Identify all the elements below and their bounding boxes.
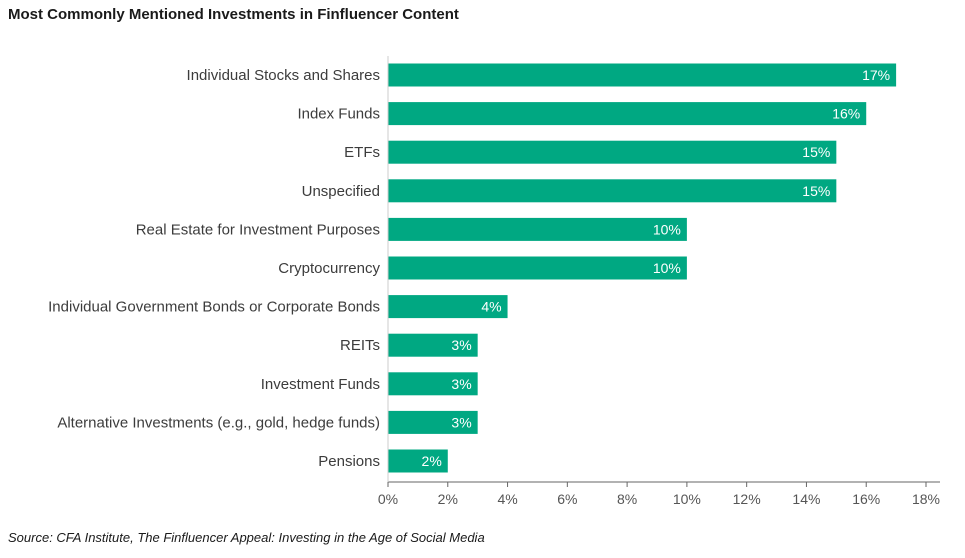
x-tick-label: 18% [912,491,940,507]
bars-group [388,63,897,473]
x-tick-label: 12% [733,491,761,507]
category-label: Pensions [318,453,380,470]
bar [388,410,478,434]
category-label: REITs [340,337,380,354]
bar [388,140,837,164]
data-label: 3% [451,414,471,430]
bar [388,295,508,319]
data-label: 3% [451,337,471,353]
x-tick-label: 4% [497,491,517,507]
bar [388,333,478,357]
source-note: Source: CFA Institute, The Finfluencer A… [8,530,485,545]
category-label: Cryptocurrency [278,260,380,277]
x-tick-label: 0% [378,491,398,507]
category-label: Individual Government Bonds or Corporate… [48,299,380,316]
x-axis: 0% 2% 4% 6% 8% 10% 12% 14% 16% 18% [378,56,940,507]
bar [388,63,897,87]
data-label: 2% [422,453,442,469]
x-tick-label: 2% [438,491,458,507]
category-label: Investment Funds [261,376,380,393]
data-label: 16% [832,106,860,122]
data-label: 15% [802,144,830,160]
bar [388,256,687,280]
x-tick-label: 8% [617,491,637,507]
category-labels: Individual Stocks and Shares Index Funds E… [48,67,380,470]
data-labels: 17% 16% 15% 15% 10% 10% 4% 3% 3% 3% 2% [422,67,891,469]
category-label: Real Estate for Investment Purposes [136,221,380,238]
data-label: 15% [802,183,830,199]
data-label: 4% [481,299,501,315]
category-label: ETFs [344,144,380,161]
bar [388,372,478,396]
bar [388,179,837,203]
category-label: Unspecified [302,183,380,200]
category-label: Individual Stocks and Shares [187,67,380,84]
data-label: 17% [862,67,890,83]
category-label: Alternative Investments (e.g., gold, hed… [57,414,380,431]
data-label: 3% [451,376,471,392]
data-label: 10% [653,221,681,237]
x-tick-label: 10% [673,491,701,507]
x-tick-label: 16% [852,491,880,507]
x-tick-label: 6% [557,491,577,507]
chart-title: Most Commonly Mentioned Investments in F… [8,6,459,23]
bar [388,449,448,473]
x-tick-label: 14% [792,491,820,507]
bar [388,102,867,126]
bar [388,217,687,241]
data-label: 10% [653,260,681,276]
category-label: Index Funds [297,106,380,123]
